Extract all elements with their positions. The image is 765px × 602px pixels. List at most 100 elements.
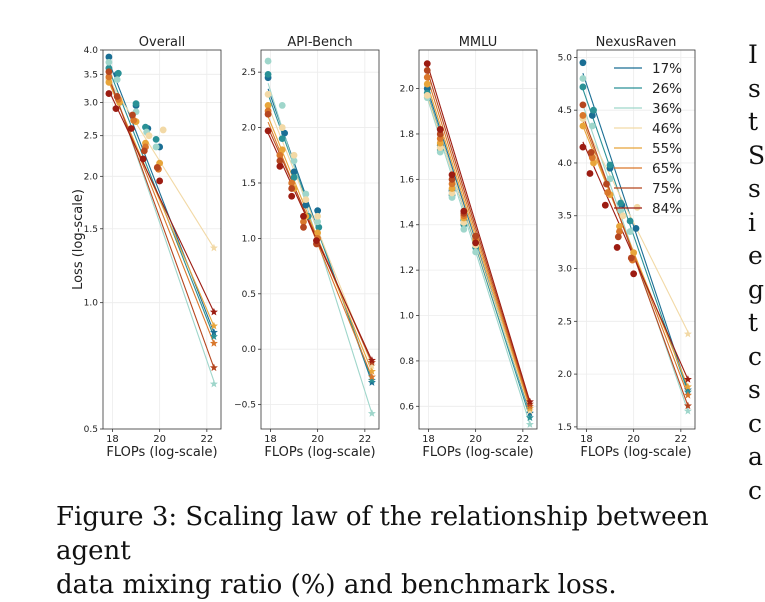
data-point [264,110,272,118]
y-tick-label: 3.0 [558,265,573,275]
x-tick-label: 22 [358,434,371,445]
panel-title: MMLU [459,35,498,50]
predicted-star [683,375,692,383]
data-point [114,69,122,77]
fit-line-65pct [267,121,373,378]
figure-caption: Figure 3: Scaling law of the relationshi… [56,500,756,602]
plot-frame [260,49,380,430]
data-point [579,112,587,119]
caption-line-1: Figure 3: Scaling law of the relationshi… [56,502,709,566]
fit-line-65pct [582,120,689,396]
data-point [614,233,622,241]
legend-label: 75% [652,181,682,197]
data-point [290,174,298,181]
data-point [278,124,286,131]
y-tick-label: 1.5 [84,225,98,235]
x-tick-label: 18 [106,434,119,445]
predicted-star [367,361,376,370]
data-point [460,225,468,233]
data-point [604,189,612,196]
x-tick-label: 22 [200,434,213,445]
data-point [314,207,322,215]
data-point [152,135,160,143]
predicted-star [209,379,218,388]
data-point [423,73,431,81]
data-point [153,164,161,171]
data-point [472,232,480,240]
y-tick-label: 2.5 [84,132,98,142]
predicted-star [209,243,218,252]
right-column-fragment: t [748,107,759,136]
predicted-star [209,328,218,336]
right-column-fragment: c [748,341,763,371]
right-column-fragment: S [748,140,765,170]
panel-title: API-Bench [287,35,352,50]
data-point [105,78,113,86]
data-point [278,146,286,154]
predicted-star [525,402,534,410]
predicted-star [367,372,376,381]
x-axis-label: FLOPs (log-scale) [106,445,217,460]
data-point [159,126,167,134]
right-column-fragment: s [748,73,761,103]
data-point [105,58,113,66]
legend-label: 46% [652,121,682,137]
predicted-star [525,397,534,406]
x-tick-label: 18 [580,434,593,445]
data-point [588,112,596,119]
y-tick-label: −0.5 [234,401,256,411]
data-point [460,207,468,215]
y-tick-label: 2.5 [558,317,572,327]
legend-label: 84% [652,201,682,217]
data-point [616,222,623,230]
data-point [579,59,587,67]
y-tick-label: 1.5 [242,179,256,189]
panel-title: NexusRaven [596,35,677,50]
data-point [579,101,587,109]
data-point [300,212,307,220]
right-column-fragment: g [748,274,765,304]
right-column-fragment: i [748,207,756,237]
data-point [264,90,272,98]
y-tick-label: 0.8 [400,357,415,367]
scaling-law-figure: 0.5 1.0 1.5 2.0 2.5 3.0 3.5 4.0 18 20 22 Overall FLO… [71,35,696,460]
y-tick-label: 1.5 [558,423,572,433]
plot-frame [102,49,222,430]
y-tick-label: 1.4 [400,221,415,231]
data-point [302,201,310,209]
data-point [626,228,634,235]
data-point [105,53,113,61]
predicted-star [209,363,218,372]
x-tick-label: 20 [311,434,324,445]
data-point [436,126,444,133]
data-point [129,111,136,119]
fit-line-84pct [267,132,373,361]
legend-label: 65% [652,161,682,177]
data-point [302,190,310,198]
data-point [145,132,153,140]
data-point [579,122,587,130]
predicted-star [525,406,534,415]
y-tick-label: 2.0 [84,172,99,182]
predicted-star [525,404,534,412]
data-point [632,225,640,232]
data-point [617,199,625,207]
data-point [300,218,307,226]
x-tick-label: 20 [469,434,482,445]
data-point [276,162,284,170]
chart-panel-2: 0.6 0.8 1.0 1.2 1.4 1.6 1.8 2.0 18 20 22 MMLU FLOPs … [400,35,538,460]
y-tick-label: 2.0 [242,124,257,134]
data-point [606,161,614,169]
x-tick-label: 22 [516,434,529,445]
plot-frame [576,49,696,430]
y-tick-label: 4.5 [558,106,572,116]
right-column-fragment: c [748,408,763,438]
predicted-star [683,401,692,410]
data-point [156,177,164,185]
predicted-star [525,408,534,417]
plot-frame [418,49,538,430]
data-point [290,151,298,159]
data-point [587,149,595,156]
data-point [423,80,431,88]
data-point [105,90,113,97]
